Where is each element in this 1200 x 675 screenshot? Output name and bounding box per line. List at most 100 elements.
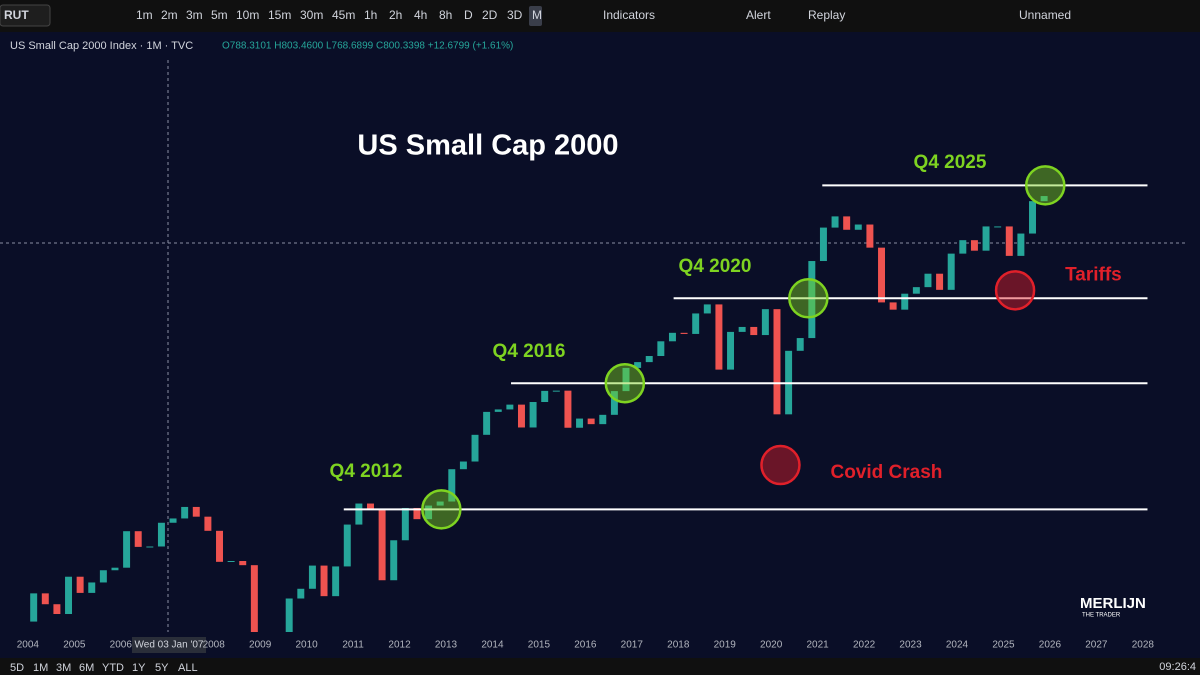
candle [343, 524, 351, 567]
timeframe[interactable]: M [532, 8, 542, 22]
x-tick-label: 2010 [295, 640, 318, 651]
alert[interactable]: Alert [746, 8, 771, 22]
candle [819, 227, 827, 262]
candle [947, 253, 955, 290]
candle [367, 503, 374, 509]
candle [854, 224, 862, 230]
candle [703, 304, 711, 314]
timeframe[interactable]: 10m [236, 8, 259, 22]
candle [239, 561, 247, 566]
indicators[interactable]: Indicators [603, 8, 655, 22]
candle [459, 461, 467, 470]
timeframe[interactable]: 3m [186, 8, 203, 22]
x-tick-label: 2022 [853, 640, 876, 651]
timeframe[interactable]: 1h [364, 8, 377, 22]
timeframe[interactable]: 2D [482, 8, 498, 22]
timeframe[interactable]: 15m [268, 8, 291, 22]
candle [76, 576, 84, 593]
candle [134, 531, 142, 547]
candle [529, 402, 537, 428]
layout-name[interactable]: Unnamed [1019, 8, 1071, 22]
candle [773, 309, 781, 415]
timeframe[interactable]: D [464, 8, 473, 22]
range-button[interactable]: 1Y [132, 662, 146, 674]
timeframe[interactable]: 1m [136, 8, 153, 22]
legend-ohlc: O788.3101 H803.4600 L768.6899 C800.3398 … [222, 41, 513, 52]
timeframe[interactable]: 2h [389, 8, 402, 22]
x-tick-label: 2008 [203, 640, 226, 651]
x-tick-label: 2013 [435, 640, 458, 651]
chart-title: US Small Cap 2000 [357, 130, 618, 162]
candle [192, 506, 200, 517]
x-tick-label: 2016 [574, 640, 597, 651]
range-button[interactable]: ALL [178, 662, 198, 674]
candle [227, 561, 235, 563]
timeframe[interactable]: 45m [332, 8, 355, 22]
range-button[interactable]: 6M [79, 662, 94, 674]
candle [645, 356, 653, 363]
candle [843, 216, 851, 230]
candle [878, 247, 885, 303]
candle [599, 414, 607, 425]
timeframe[interactable]: 8h [439, 8, 452, 22]
candle [494, 409, 502, 412]
candle [390, 540, 398, 581]
x-tick-label: 2005 [63, 640, 86, 651]
candle [146, 546, 154, 548]
range-button[interactable]: 3M [56, 662, 71, 674]
x-tick-label: 2027 [1085, 640, 1108, 651]
x-tick-label: 2004 [17, 640, 40, 651]
bottom-toolbar [0, 658, 1200, 675]
marker-circle [604, 362, 646, 404]
range-button[interactable]: 1M [33, 662, 48, 674]
candle [517, 404, 525, 428]
symbol[interactable]: RUT [4, 8, 29, 22]
timeframe[interactable]: 4h [414, 8, 427, 22]
candle [936, 273, 944, 290]
candle [111, 567, 119, 571]
candle [610, 391, 618, 415]
timeframe[interactable]: 2m [161, 8, 178, 22]
marker-circle [994, 270, 1036, 311]
candle [634, 362, 642, 368]
candle [889, 302, 897, 310]
symbol-box[interactable] [0, 4, 51, 27]
timeframe[interactable]: 3D [507, 8, 523, 22]
range-button[interactable]: 5Y [155, 662, 169, 674]
candle [123, 531, 131, 568]
logo-tagline: THE TRADER [1082, 613, 1121, 619]
level-label: Q4 2025 [914, 152, 987, 173]
timeframe[interactable]: 30m [300, 8, 323, 22]
candle [1017, 233, 1025, 256]
replay[interactable]: Replay [808, 8, 845, 22]
candle [250, 565, 258, 632]
candle [901, 293, 909, 310]
candle [970, 240, 978, 251]
candle [320, 565, 328, 597]
active-timeframe-bg [529, 6, 542, 26]
crosshair-label: Wed 03 Jan '07 [135, 640, 204, 651]
x-tick-label: 2011 [342, 640, 364, 651]
candle [483, 411, 491, 435]
marker-circle [788, 278, 829, 319]
candle [53, 604, 61, 615]
level-label: Q4 2012 [330, 461, 403, 482]
candle [65, 576, 73, 615]
timeframe[interactable]: 5m [211, 8, 228, 22]
x-tick-label: 2015 [528, 640, 551, 651]
candle [1040, 196, 1048, 202]
candle [715, 304, 723, 370]
range-button[interactable]: 5D [10, 662, 24, 674]
candle [99, 570, 107, 583]
candle [448, 469, 456, 502]
candle [308, 565, 316, 589]
candle [552, 390, 560, 392]
candle [41, 593, 49, 605]
candle [541, 390, 549, 403]
candle [576, 418, 584, 428]
x-tick-label: 2019 [714, 640, 737, 651]
range-button[interactable]: YTD [102, 662, 124, 674]
candle [506, 404, 514, 410]
